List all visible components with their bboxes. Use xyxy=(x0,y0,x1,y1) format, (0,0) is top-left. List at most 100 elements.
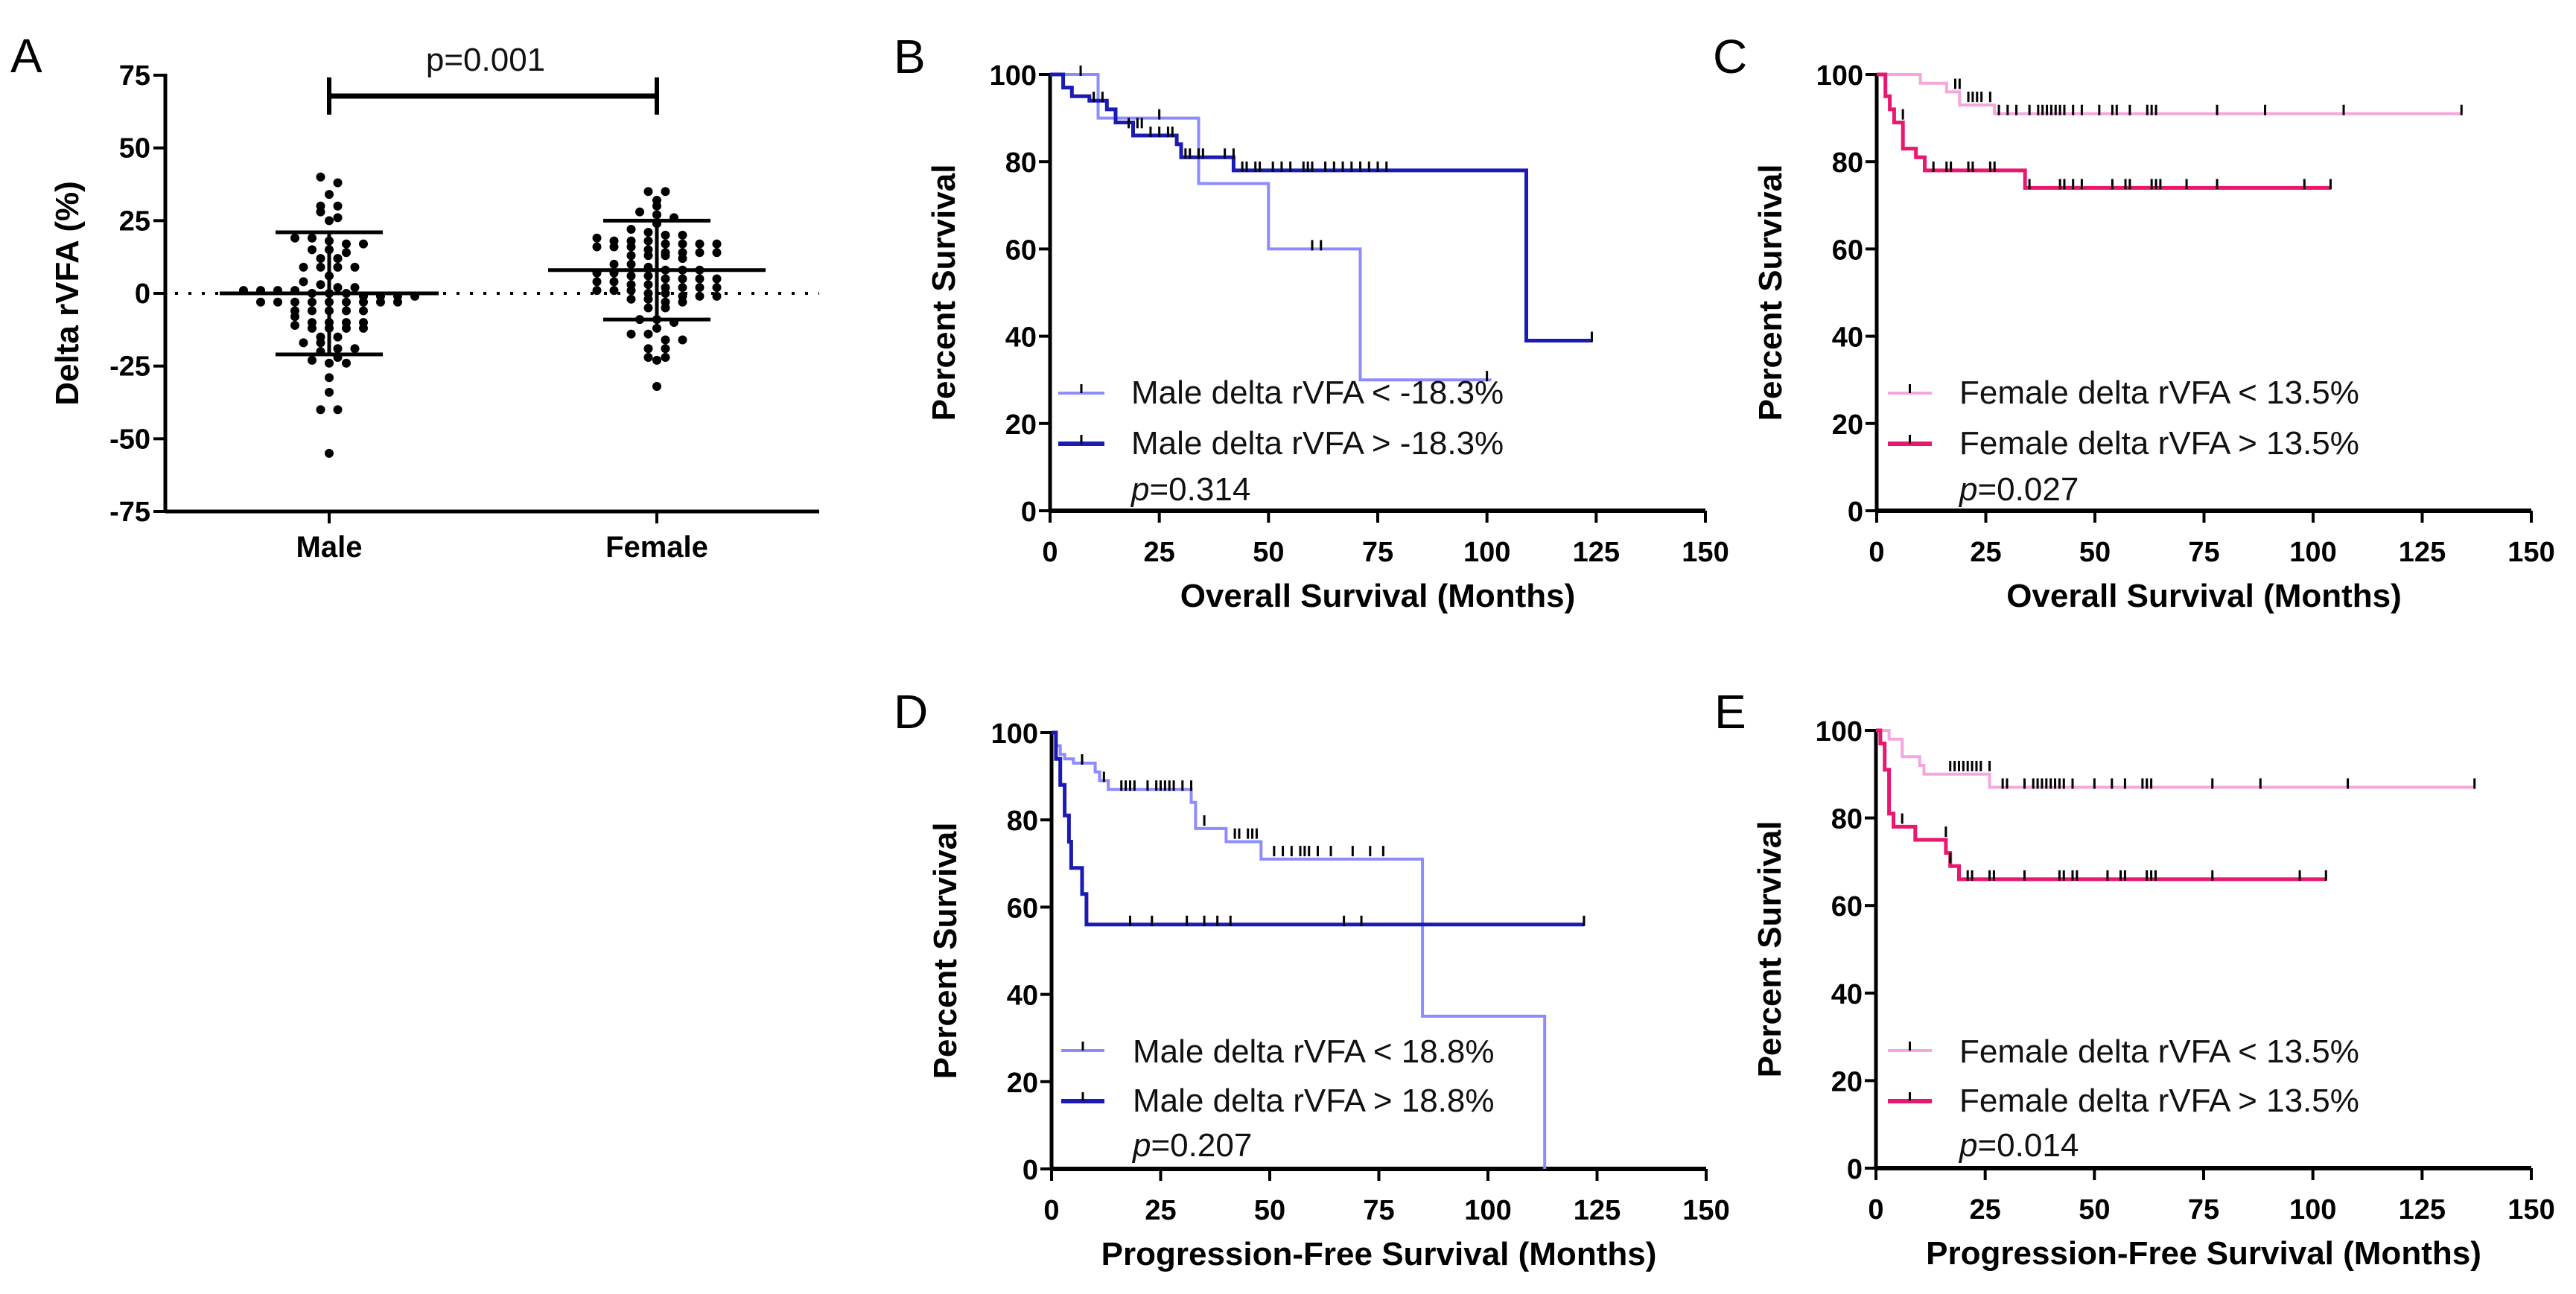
data-point xyxy=(626,259,636,269)
data-point xyxy=(661,230,670,240)
x-tick-label: 150 xyxy=(2507,537,2554,568)
y-tick-label: 40 xyxy=(1832,322,1863,354)
data-point xyxy=(350,262,360,272)
data-point xyxy=(678,239,687,249)
panel-letter-c: C xyxy=(1713,30,1747,83)
data-point xyxy=(626,225,636,235)
data-point xyxy=(643,329,653,339)
data-point xyxy=(695,248,705,258)
data-point xyxy=(333,332,343,342)
data-point xyxy=(609,236,619,246)
category-label: Male xyxy=(296,531,363,564)
x-tick-label: 25 xyxy=(1970,537,2001,568)
y-tick-label: -25 xyxy=(109,351,150,383)
data-point xyxy=(635,207,644,217)
y-axis-label: Percent Survival xyxy=(1752,821,1788,1078)
y-tick-label: -50 xyxy=(109,424,150,455)
data-point xyxy=(256,297,265,307)
survival-curve xyxy=(1877,73,2462,115)
data-point xyxy=(592,242,602,252)
data-point xyxy=(695,274,705,284)
p-value-number: =0.014 xyxy=(1977,1127,2079,1164)
data-point xyxy=(678,297,687,307)
p-value: p=0.314 xyxy=(1130,471,1250,508)
data-point xyxy=(308,233,317,243)
y-axis-label: Percent Survival xyxy=(1752,165,1789,421)
x-tick-label: 25 xyxy=(1144,537,1175,568)
data-point xyxy=(652,210,661,220)
panel-b: 0 20 40 60 80 100 0 25 50 75 100 125 150 Overall Surv… xyxy=(926,60,1729,614)
data-point xyxy=(316,201,325,211)
y-tick-label: 60 xyxy=(1832,235,1863,266)
y-tick-label: 20 xyxy=(1832,409,1863,441)
y-tick-label: 100 xyxy=(991,718,1038,750)
data-point xyxy=(342,306,351,316)
x-tick-label: 0 xyxy=(1869,537,1884,568)
data-point xyxy=(661,283,670,293)
x-tick-label: 0 xyxy=(1043,1195,1059,1226)
y-tick-label: 60 xyxy=(1831,891,1863,922)
x-axis-label: Progression-Free Survival (Months) xyxy=(1101,1236,1657,1272)
x-tick-label: 150 xyxy=(2507,1194,2554,1226)
y-tick-label: 40 xyxy=(1005,322,1037,354)
data-point xyxy=(643,352,653,362)
data-point xyxy=(592,277,602,287)
data-point xyxy=(308,306,317,316)
y-tick-label: 100 xyxy=(990,60,1037,92)
data-point xyxy=(333,201,343,211)
data-point xyxy=(643,245,653,255)
y-tick-label: -75 xyxy=(109,497,150,528)
data-point xyxy=(273,297,282,307)
survival-curve xyxy=(1876,729,2475,789)
data-point xyxy=(342,248,351,258)
data-point xyxy=(678,335,687,345)
p-value: p=0.014 xyxy=(1958,1127,2079,1164)
x-tick-label: 100 xyxy=(2289,1194,2336,1226)
p-value-number: =0.027 xyxy=(1977,471,2079,508)
data-point xyxy=(652,382,661,392)
x-tick-label: 0 xyxy=(1868,1194,1883,1226)
data-point xyxy=(342,323,351,333)
x-tick-label: 150 xyxy=(1682,1195,1729,1226)
x-tick-label: 100 xyxy=(1464,1195,1511,1226)
y-axis-label: Percent Survival xyxy=(926,165,962,421)
data-point xyxy=(643,294,653,304)
data-point xyxy=(393,297,402,307)
legend-label: Male delta rVFA > 18.8% xyxy=(1133,1083,1495,1119)
data-point xyxy=(325,448,334,458)
x-tick-label: 0 xyxy=(1042,537,1058,568)
data-point xyxy=(333,405,343,415)
x-tick-label: 25 xyxy=(1145,1195,1176,1226)
data-point xyxy=(290,297,299,307)
data-point xyxy=(626,329,636,339)
data-point xyxy=(359,239,368,249)
data-point xyxy=(609,277,619,287)
data-point xyxy=(712,239,722,249)
data-point xyxy=(308,323,317,333)
x-tick-label: 50 xyxy=(2079,537,2111,568)
data-point xyxy=(712,274,722,284)
data-point xyxy=(316,405,325,415)
x-axis-label: Overall Survival (Months) xyxy=(2006,578,2402,614)
p-value-symbol: p xyxy=(1958,1127,1977,1164)
data-point xyxy=(342,297,351,307)
y-tick-label: 40 xyxy=(1007,981,1038,1012)
data-point xyxy=(350,344,360,354)
p-value: p=0.207 xyxy=(1131,1127,1252,1164)
y-tick-label: 75 xyxy=(119,60,150,92)
x-tick-label: 100 xyxy=(1463,537,1510,568)
data-point xyxy=(661,335,670,345)
legend-label: Female delta rVFA < 13.5% xyxy=(1959,1033,2359,1070)
x-tick-label: 100 xyxy=(2289,537,2336,568)
data-point xyxy=(626,236,636,246)
y-tick-label: 0 xyxy=(135,278,150,310)
data-point xyxy=(342,239,351,249)
data-point xyxy=(609,286,619,296)
y-tick-label: 100 xyxy=(1816,60,1863,92)
data-point xyxy=(308,297,317,307)
x-tick-label: 75 xyxy=(2188,537,2219,568)
legend-label: Female delta rVFA < 13.5% xyxy=(1959,375,2359,411)
data-point xyxy=(333,213,343,223)
legend-label: Female delta rVFA > 13.5% xyxy=(1959,425,2359,462)
data-point xyxy=(661,187,670,197)
